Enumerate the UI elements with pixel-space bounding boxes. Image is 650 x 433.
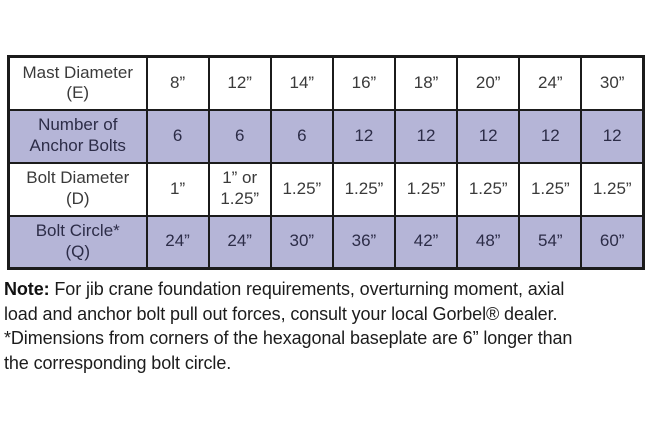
table-cell: 1” — [145, 161, 210, 217]
row-header-line2: (E) — [66, 83, 90, 103]
table-cell: 36” — [331, 214, 397, 270]
table-cell: 14” — [269, 55, 334, 111]
table-cell: 8” — [145, 55, 210, 111]
table-cell: 1” or 1.25” — [207, 161, 272, 217]
table-cell: 24” — [145, 214, 210, 270]
table-cell: 30” — [269, 214, 334, 270]
table-cell: 24” — [518, 55, 583, 111]
table-row-bolt-circle: Bolt Circle* (Q) 24” 24” 30” 36” 42” 48”… — [7, 214, 645, 270]
table-cell: 30” — [580, 55, 645, 111]
note-line: load and anchor bolt pull out forces, co… — [4, 303, 558, 324]
table-cell: 1.25” — [518, 161, 583, 217]
row-header-line1: Bolt Diameter — [26, 168, 130, 188]
table-cell: 42” — [393, 214, 459, 270]
row-header-mast-diameter: Mast Diameter (E) — [7, 55, 148, 111]
table-cell: 48” — [456, 214, 521, 270]
table-row-bolt-diameter: Bolt Diameter (D) 1” 1” or 1.25” 1.25” 1… — [7, 161, 645, 217]
table-cell: 1.25” — [580, 161, 645, 217]
table-cell: 18” — [393, 55, 459, 111]
table-cell: 1.25” — [269, 161, 334, 217]
note-footnote-line: *Dimensions from corners of the hexagona… — [4, 328, 573, 348]
note-text: For jib crane foundation requirements, o… — [54, 279, 565, 299]
table-cell: 6 — [269, 108, 334, 164]
table-cell: 24” — [207, 214, 272, 270]
table-cell: 12 — [331, 108, 397, 164]
table-cell: 12 — [518, 108, 583, 164]
row-header-line1: Bolt Circle* — [35, 221, 120, 241]
table-row-anchor-bolts: Number of Anchor Bolts 6 6 6 12 12 12 12… — [7, 108, 645, 164]
note-label: Note: — [4, 279, 50, 299]
row-header-bolt-circle: Bolt Circle* (Q) — [7, 214, 148, 270]
table-cell: 12 — [456, 108, 521, 164]
table-row-mast-diameter: Mast Diameter (E) 8” 12” 14” 16” 18” 20”… — [7, 55, 645, 111]
note-line: Note: For jib crane foundation requireme… — [4, 277, 648, 302]
row-header-line2: Anchor Bolts — [29, 136, 126, 155]
table-cell: 54” — [518, 214, 583, 270]
row-header-bolt-diameter: Bolt Diameter (D) — [7, 161, 148, 217]
table-cell: 6 — [207, 108, 272, 164]
table-cell: 60” — [580, 214, 645, 270]
table-cell: 6 — [145, 108, 210, 164]
row-header-line2: (Q) — [65, 241, 91, 261]
table-cell: 20” — [456, 55, 521, 111]
table-cell: 1.25” — [331, 161, 397, 217]
jib-crane-spec-table-section: Mast Diameter (E) 8” 12” 14” 16” 18” 20”… — [7, 55, 645, 270]
row-header-line2: (D) — [65, 189, 90, 208]
row-header-line1: Mast Diameter — [22, 62, 134, 82]
table-cell: 12” — [207, 55, 272, 111]
row-header-anchor-bolts: Number of Anchor Bolts — [7, 108, 148, 164]
table-cell: 12 — [580, 108, 645, 164]
note-footnote-line: the corresponding bolt circle. — [4, 352, 232, 373]
table-cell: 16” — [331, 55, 397, 111]
row-header-line1: Number of — [38, 115, 118, 135]
table-cell: 12 — [393, 108, 459, 164]
table-cell: 1.25” — [456, 161, 521, 217]
table-cell: 1.25” — [393, 161, 459, 217]
note: Note: For jib crane foundation requireme… — [4, 277, 648, 375]
jib-crane-spec-table: Mast Diameter (E) 8” 12” 14” 16” 18” 20”… — [7, 55, 645, 270]
